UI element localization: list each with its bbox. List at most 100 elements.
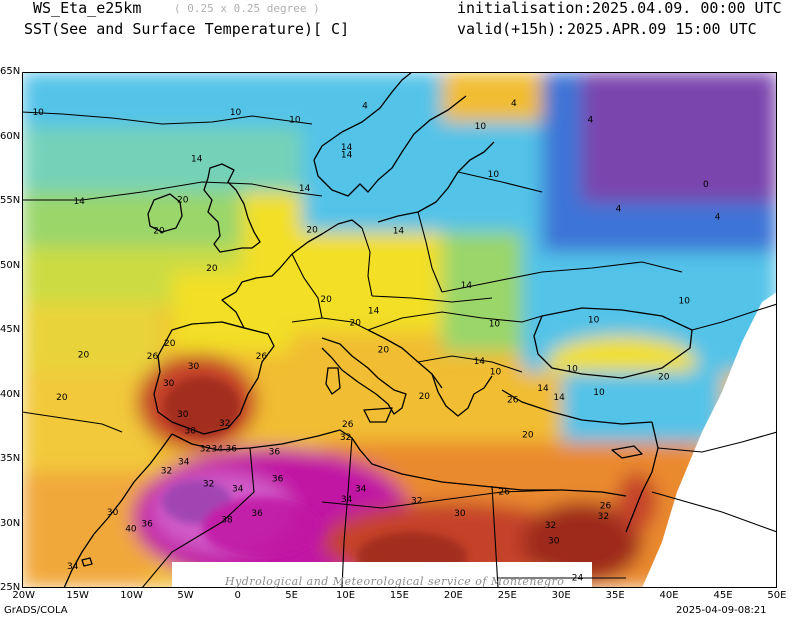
contour-label: 34 <box>355 485 367 495</box>
grid-resolution: ( 0.25 x 0.25 degree ) <box>174 2 320 15</box>
contour-label: 20 <box>153 227 165 237</box>
longitude-tick: 10W <box>120 590 143 601</box>
contour-label: 14 <box>553 393 565 403</box>
contour-label: 36 <box>141 520 153 530</box>
latitude-tick: 30N <box>0 517 21 529</box>
contour-label: 4 <box>715 212 721 222</box>
contour-label: 10 <box>475 122 487 132</box>
contour-label: 20 <box>78 351 90 361</box>
blob-iberia-core <box>164 377 240 437</box>
longitude-tick: 20E <box>443 590 463 601</box>
contour-label: 10 <box>679 296 691 306</box>
band-atlantic-southwest <box>22 372 152 482</box>
border-caucasus <box>691 303 777 331</box>
border-middle-east-b <box>651 491 777 533</box>
contour-label: 10 <box>488 170 500 180</box>
blank-desert-strip <box>172 562 592 588</box>
coast-north-africa <box>171 429 627 497</box>
isotherm-10 <box>22 111 313 125</box>
contour-labels: 10 10101044414141414142020100442020141420… <box>32 99 721 584</box>
band-russia-cold <box>582 72 777 202</box>
render-timestamp: 2025-04-09-08:21 <box>676 605 767 616</box>
longitude-tick: 10E <box>335 590 356 601</box>
contour-label: 32 <box>545 521 556 531</box>
contour-label: 26 <box>256 352 268 362</box>
border-balkans-south <box>417 355 523 373</box>
border-ukraine <box>441 261 683 293</box>
latitude-tick: 45N <box>0 324 21 335</box>
contour-label: 34 <box>211 445 223 455</box>
contour-label: 30 <box>163 379 175 389</box>
valid-label: valid(+15h): <box>457 20 566 38</box>
band-atlantic-tropical <box>22 472 152 588</box>
contour-label: 30 <box>188 362 200 372</box>
contour-label: 36 <box>272 474 284 484</box>
longitude-tick: 30E <box>551 590 571 601</box>
contour-label: 10 <box>32 108 44 118</box>
band-mediterranean <box>262 372 562 442</box>
contour-label: 20 <box>658 372 670 382</box>
contour-label: 30 <box>177 410 189 420</box>
border-algeria-libya <box>341 437 353 588</box>
latitude-tick: 50N <box>0 259 21 271</box>
longitude-tick: 5W <box>177 590 194 601</box>
coast-sardinia <box>325 367 341 395</box>
contour-label: 32 <box>219 419 230 429</box>
coast-norway <box>313 72 413 161</box>
latitude-tick: 40N <box>0 388 21 400</box>
contour-label: 14 <box>341 143 353 153</box>
longitude-tick: 20W <box>12 590 36 601</box>
coast-sicily <box>363 407 393 423</box>
border-baltic-states <box>457 171 543 193</box>
latitude-tick: 25N <box>0 582 21 593</box>
latitude-tick: 60N <box>0 130 21 142</box>
coast-adriatic <box>367 329 443 389</box>
border-libya-egypt <box>491 485 499 588</box>
border-hungary <box>371 295 493 303</box>
contour-label: 10 <box>490 367 502 377</box>
contour-label: 40 <box>125 525 137 535</box>
contour-label: 36 <box>251 509 263 519</box>
longitude-tick: 25E <box>497 590 517 601</box>
contour-label: 20 <box>206 264 218 274</box>
contour-label: 20 <box>306 225 318 235</box>
contour-label: 38 <box>221 516 233 526</box>
longitude-tick: 5E <box>285 590 298 601</box>
coast-baltic-east <box>377 141 495 223</box>
contour-label: 34 <box>178 458 190 468</box>
longitude-tick: 35E <box>605 590 625 601</box>
watermark: Hydrological and Meteorological service … <box>225 575 565 588</box>
sst-map-canvas: 10 10101044414141414142020100442020141420… <box>22 72 777 588</box>
contour-label: 30 <box>185 427 197 437</box>
blank-middle-east <box>642 292 777 588</box>
longitude-tick: 50E <box>767 590 787 601</box>
isotherm-20 <box>22 411 123 433</box>
contour-label: 32 <box>340 433 351 443</box>
coast-ireland <box>147 193 183 233</box>
contour-label: 20 <box>177 196 189 206</box>
contour-label: 32 <box>598 512 609 522</box>
contour-label: 4 <box>616 205 622 215</box>
contour-label: 36 <box>269 447 281 457</box>
coast-north-sea <box>291 219 363 255</box>
contour-label: 10 <box>588 316 600 326</box>
coast-italy <box>321 337 407 415</box>
contour-label: 10 <box>566 365 578 375</box>
isotherm-lines <box>22 111 563 509</box>
sst-field <box>22 72 777 588</box>
borders <box>141 171 777 588</box>
longitude-tick: 15E <box>389 590 409 601</box>
contour-label: 20 <box>56 393 68 403</box>
contour-label: 14 <box>393 227 405 237</box>
contour-label: 14 <box>341 151 353 161</box>
init-time: 2025.04.09. 00:00 UTC <box>592 0 782 17</box>
contour-label: 24 <box>572 574 584 584</box>
coastlines <box>63 72 693 588</box>
border-germany-poland <box>361 227 373 297</box>
contour-label: 14 <box>299 184 311 194</box>
contour-label: 32 <box>200 445 211 455</box>
contour-label: 20 <box>320 295 332 305</box>
contour-label: 32 <box>411 496 422 506</box>
coast-scotland <box>203 163 261 253</box>
contour-label: 4 <box>511 99 517 109</box>
